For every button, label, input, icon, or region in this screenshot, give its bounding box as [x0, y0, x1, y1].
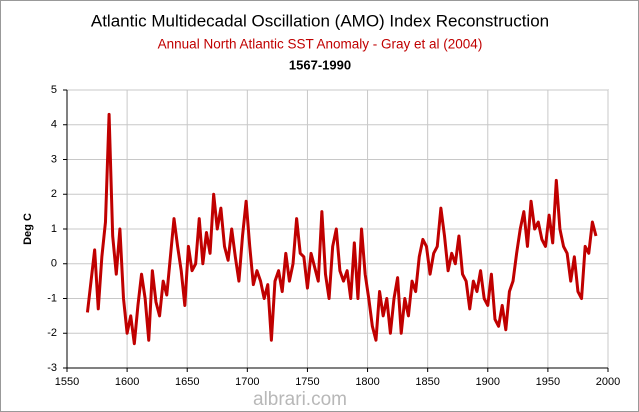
- x-tick-label: 1950: [536, 376, 560, 388]
- y-tick-label: -3: [47, 362, 57, 374]
- x-tick-label: 1700: [235, 376, 259, 388]
- x-tick-label: 1750: [295, 376, 319, 388]
- x-tick-label: 1850: [415, 376, 439, 388]
- period: 1567-1990: [289, 57, 351, 72]
- y-tick-label: 4: [51, 119, 57, 131]
- y-tick-label: 2: [51, 188, 57, 200]
- x-tick-label: 1800: [355, 376, 379, 388]
- x-tick-label: 1650: [175, 376, 199, 388]
- y-tick-label: 1: [51, 223, 57, 235]
- x-tick-label: 1600: [115, 376, 139, 388]
- x-tick-label: 1550: [55, 376, 79, 388]
- chart-title: Atlantic Multidecadal Oscillation (AMO) …: [91, 11, 549, 30]
- data-line: [85, 112, 598, 346]
- y-tick-label: -1: [47, 292, 57, 304]
- y-tick-label: 5: [51, 84, 57, 96]
- x-tick-label: 1900: [476, 376, 500, 388]
- chart-subtitle: Annual North Atlantic SST Anomaly - Gray…: [158, 37, 483, 52]
- y-tick-label: 0: [51, 258, 57, 270]
- watermark: albrari.com: [253, 389, 347, 410]
- x-tick-label: 2000: [596, 376, 620, 388]
- y-tick-label: -2: [47, 327, 57, 339]
- y-axis-label: Deg C: [22, 213, 34, 245]
- y-tick-label: 3: [51, 153, 57, 165]
